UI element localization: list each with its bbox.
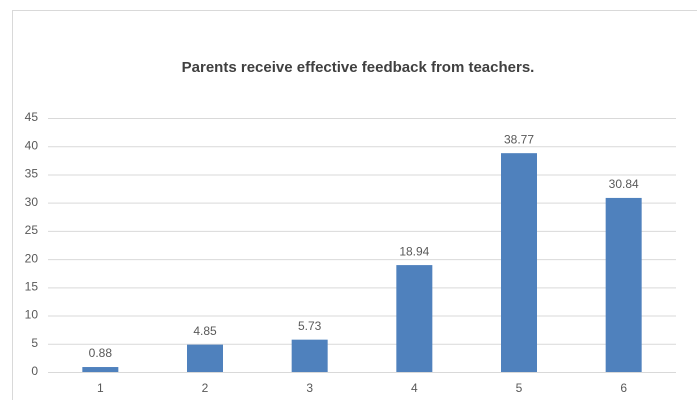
chart-title: Parents receive effective feedback from … xyxy=(182,59,535,76)
y-tick-label: 25 xyxy=(25,223,39,237)
bar xyxy=(82,367,119,372)
y-tick-label: 0 xyxy=(31,364,38,378)
bar xyxy=(605,197,642,372)
y-tick-label: 10 xyxy=(25,308,39,322)
x-tick-label: 4 xyxy=(411,381,418,395)
y-tick-label: 40 xyxy=(25,138,39,152)
x-tick-label: 5 xyxy=(516,381,523,395)
bar xyxy=(291,339,328,372)
y-tick-label: 35 xyxy=(25,167,39,181)
data-label: 0.88 xyxy=(89,346,113,360)
data-label: 18.94 xyxy=(399,244,429,258)
y-tick-label: 15 xyxy=(25,280,39,294)
x-tick-label: 6 xyxy=(620,381,627,395)
y-tick-label: 45 xyxy=(25,110,39,124)
bar xyxy=(396,265,433,372)
data-label: 5.73 xyxy=(298,319,322,333)
y-tick-label: 30 xyxy=(25,195,39,209)
x-tick-label: 3 xyxy=(306,381,313,395)
x-tick-label: 2 xyxy=(202,381,209,395)
bar xyxy=(501,153,537,372)
data-label: 38.77 xyxy=(504,132,534,146)
bar xyxy=(187,344,223,372)
data-label: 4.85 xyxy=(193,324,217,338)
y-tick-label: 5 xyxy=(31,336,38,350)
chart-frame xyxy=(12,10,697,400)
y-tick-label: 20 xyxy=(25,251,39,265)
x-tick-label: 1 xyxy=(97,381,104,395)
data-label: 30.84 xyxy=(609,177,639,191)
